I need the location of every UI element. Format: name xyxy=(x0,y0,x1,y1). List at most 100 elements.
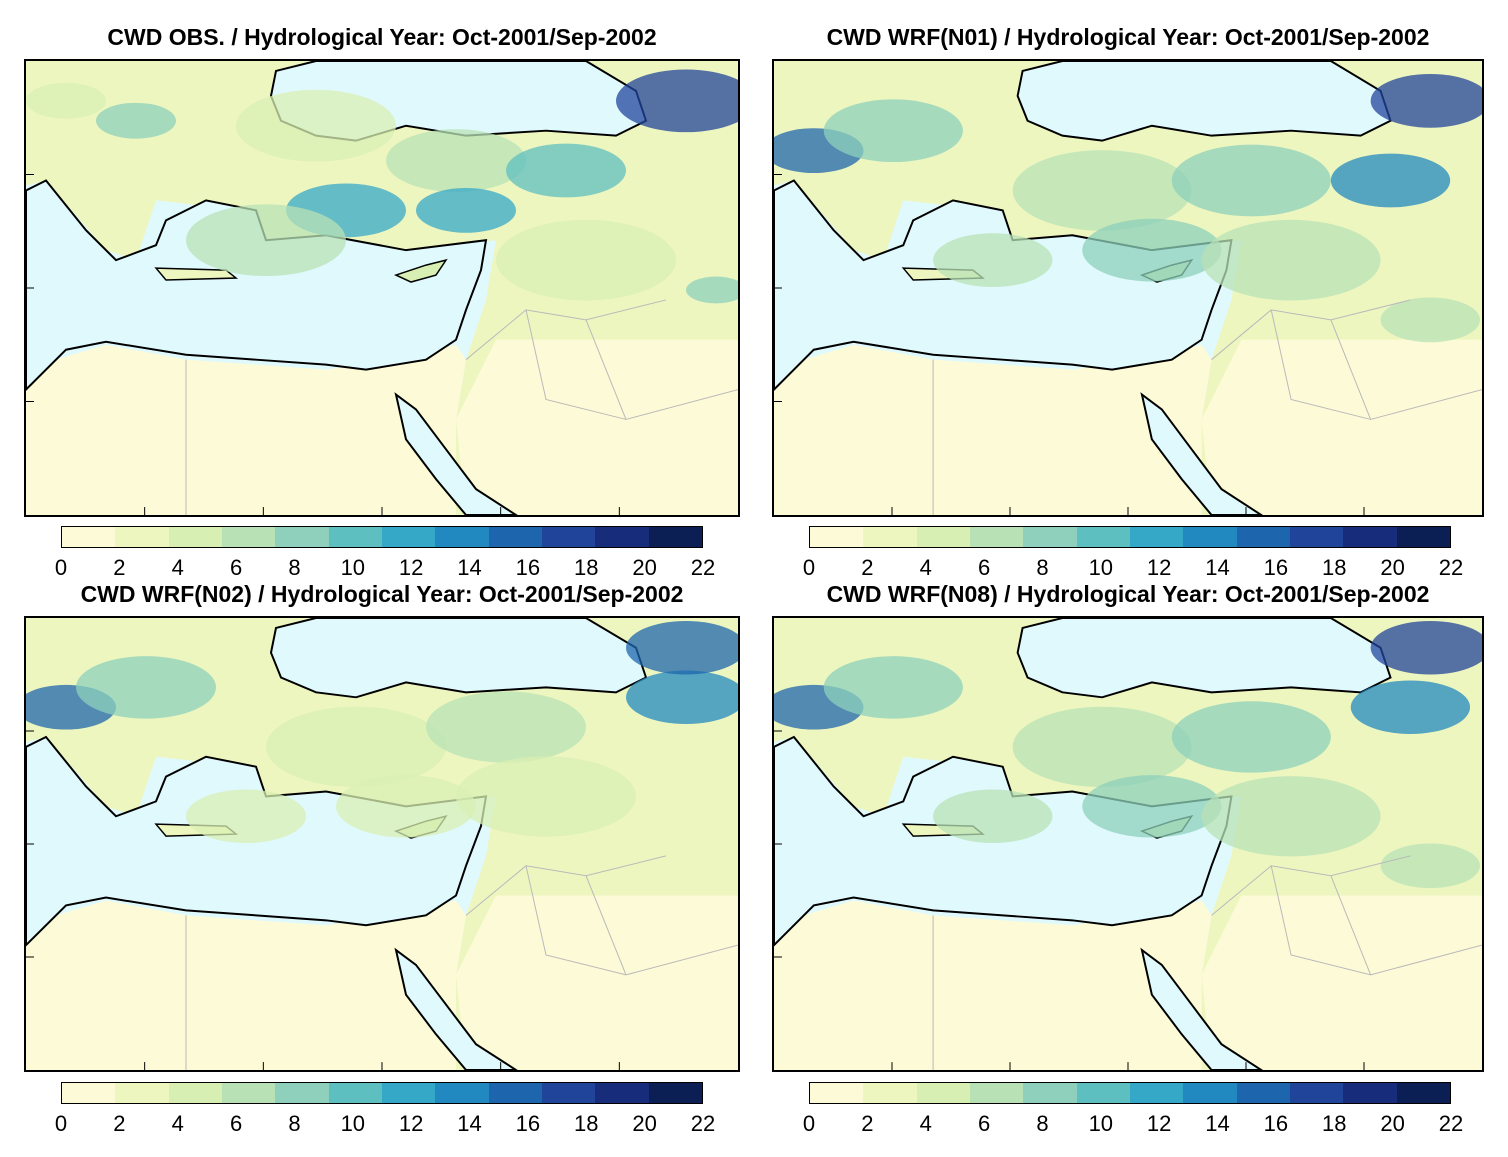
country-border xyxy=(525,865,738,976)
colorbar-segment xyxy=(595,527,649,547)
colorbar-ticks-n01: 0 2 4 6 8 10 12 14 16 18 20 22 xyxy=(803,555,1463,581)
colorbar-segment xyxy=(916,1083,970,1103)
country-border xyxy=(1270,865,1482,976)
colorbar-tick-label: 4 xyxy=(919,1111,932,1136)
colorbar-tick-label: 14 xyxy=(1205,555,1230,580)
panel-title: CWD OBS. / Hydrological Year: Oct-2001/S… xyxy=(107,24,657,50)
colorbar-tick-label: 18 xyxy=(1322,1111,1347,1136)
colorbar-segment xyxy=(916,527,970,547)
colorbar-tick-label: 2 xyxy=(861,555,874,580)
colorbar-segment xyxy=(541,527,596,547)
colorbar-n02 xyxy=(61,1082,703,1104)
country-border xyxy=(465,299,667,361)
country-border xyxy=(1211,299,1411,361)
colorbar-segment xyxy=(1023,527,1077,547)
colorbar-segment xyxy=(381,1083,436,1103)
colorbar-tick-label: 10 xyxy=(1088,1111,1114,1136)
colorbar-segment xyxy=(1289,527,1344,547)
colorbar-segment xyxy=(381,527,436,547)
colorbar-segment xyxy=(1343,527,1397,547)
colorbar-tick-label: 10 xyxy=(340,1111,366,1136)
land-africa xyxy=(774,344,1212,515)
colorbar-segment xyxy=(1023,1083,1077,1103)
land-arabia xyxy=(1201,895,1482,1070)
colorbar-segment xyxy=(62,1083,116,1103)
cwd-cluster xyxy=(1171,144,1331,217)
map-n02 xyxy=(24,616,740,1072)
panel-title: CWD WRF(N01) / Hydrological Year: Oct-20… xyxy=(826,24,1430,50)
colorbar-tick-label: 20 xyxy=(1380,555,1405,580)
cwd-cluster xyxy=(1201,219,1381,301)
cwd-cluster xyxy=(686,276,738,304)
cwd-cluster xyxy=(1370,73,1482,128)
colorbar-segment xyxy=(168,527,222,547)
red-sea xyxy=(1140,392,1264,515)
colorbar-tick-label: 14 xyxy=(457,555,482,580)
colorbar-segment xyxy=(488,527,542,547)
colorbar-tick-label: 16 xyxy=(1263,555,1289,580)
colorbar-tick-label: 22 xyxy=(1438,555,1464,580)
mediterranean-sea xyxy=(26,179,488,391)
colorbar-n08 xyxy=(809,1082,1451,1104)
map-canvas xyxy=(26,61,738,515)
colorbar-segment xyxy=(1076,527,1130,547)
cwd-cluster xyxy=(1370,620,1482,675)
map-canvas xyxy=(774,618,1482,1070)
colorbar-tick-label: 14 xyxy=(1205,1111,1230,1136)
colorbar-tick-label: 18 xyxy=(1322,555,1347,580)
colorbar-segment xyxy=(863,1083,917,1103)
colorbar-tick-label: 16 xyxy=(515,555,541,580)
country-border xyxy=(1330,319,1372,420)
map-canvas xyxy=(774,61,1482,515)
country-border xyxy=(1270,309,1482,420)
colorbar-tick-label: 6 xyxy=(977,1111,991,1136)
colorbar-segment xyxy=(648,527,702,547)
colorbar-segment xyxy=(969,527,1024,547)
land-africa xyxy=(26,344,466,515)
colorbar-segment xyxy=(168,1083,222,1103)
colorbar-tick-label: 16 xyxy=(1263,1111,1289,1136)
cwd-cluster xyxy=(426,691,586,763)
colorbar-tick-label: 20 xyxy=(632,1111,657,1136)
cwd-cluster xyxy=(1082,218,1222,282)
cwd-cluster xyxy=(823,656,963,719)
panel-title: CWD WRF(N02) / Hydrological Year: Oct-20… xyxy=(80,581,684,607)
colorbar-segment xyxy=(275,527,329,547)
cwd-cluster xyxy=(1171,701,1331,773)
cwd-cluster xyxy=(626,670,738,725)
cwd-cluster xyxy=(1350,680,1471,734)
colorbar-segment xyxy=(863,527,917,547)
cyprus xyxy=(393,258,448,283)
cwd-cluster xyxy=(933,233,1053,288)
colorbar-tick-label: 0 xyxy=(54,1111,68,1136)
colorbar-ticks-n08: 0 2 4 6 8 10 12 14 16 18 20 22 xyxy=(803,1111,1463,1137)
colorbar-segment xyxy=(1129,527,1184,547)
colorbar-segment xyxy=(275,1083,329,1103)
colorbar-segment xyxy=(435,1083,489,1103)
map-obs xyxy=(24,59,740,517)
colorbar-segment xyxy=(221,1083,276,1103)
colorbar-tick-label: 4 xyxy=(171,1111,184,1136)
colorbar-segment xyxy=(648,1083,702,1103)
colorbar-tick-label: 0 xyxy=(802,1111,816,1136)
land-arabia xyxy=(456,339,738,515)
colorbar-segment xyxy=(328,1083,382,1103)
country-border xyxy=(525,309,738,420)
colorbar-tick-label: 2 xyxy=(113,1111,126,1136)
colorbar-segment xyxy=(810,527,864,547)
colorbar-segment xyxy=(1183,1083,1237,1103)
colorbar-tick-label: 22 xyxy=(690,555,716,580)
map-n08 xyxy=(772,616,1484,1072)
cwd-cluster xyxy=(933,789,1053,844)
crete xyxy=(154,267,239,281)
cwd-cluster xyxy=(96,102,176,139)
map-n01 xyxy=(772,59,1484,517)
cwd-cluster xyxy=(1380,297,1481,343)
cwd-cluster xyxy=(76,656,216,719)
colorbar-n01 xyxy=(809,526,1451,548)
colorbar-tick-label: 8 xyxy=(1036,1111,1049,1136)
colorbar-tick-label: 6 xyxy=(229,1111,243,1136)
colorbar-segment xyxy=(1076,1083,1130,1103)
colorbar-segment xyxy=(1236,1083,1290,1103)
cwd-cluster xyxy=(823,99,963,163)
